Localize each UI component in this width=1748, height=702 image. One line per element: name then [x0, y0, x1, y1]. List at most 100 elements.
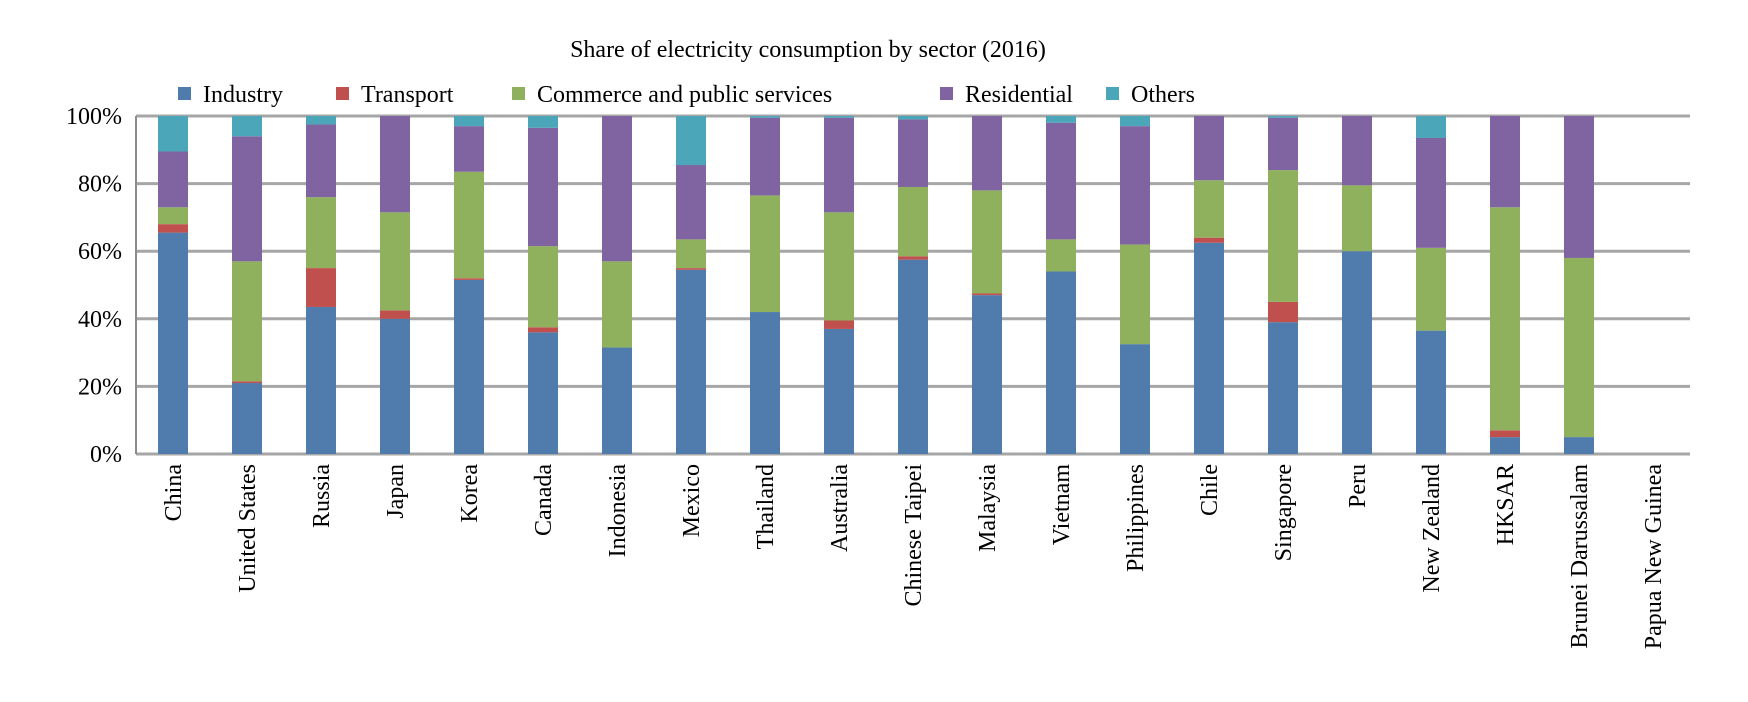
y-tick-label: 100% [66, 104, 122, 130]
bar-segment [1194, 237, 1224, 243]
bar-segment [824, 116, 854, 118]
bar-segment [898, 119, 928, 187]
bar-segment [380, 116, 410, 213]
bar-segment [232, 381, 262, 384]
bar-segment [1416, 116, 1446, 138]
bar-segment [1564, 257, 1594, 438]
bar-segment [898, 186, 928, 257]
bar-segment [1268, 322, 1298, 454]
x-tick-label: Brunei Darussalam [1567, 464, 1593, 649]
bar-segment [898, 256, 928, 260]
x-tick-label: Singapore [1271, 464, 1297, 561]
x-tick-label: Indonesia [605, 464, 631, 558]
bar-segment [1046, 239, 1076, 272]
bar-segment [898, 116, 928, 120]
bar-segment [898, 259, 928, 454]
bar-segment [380, 318, 410, 454]
y-tick-label: 20% [78, 374, 122, 400]
bar-segment [306, 116, 336, 125]
bar-segment [1120, 244, 1150, 345]
bar-segment [676, 269, 706, 454]
x-tick-label: Japan [383, 464, 409, 519]
bar-segment [1268, 117, 1298, 171]
bar-segment [1564, 437, 1594, 454]
legend-swatch [178, 87, 191, 100]
bar-segment [232, 383, 262, 454]
bar-segment [676, 116, 706, 166]
bar-segment [158, 224, 188, 233]
bar-segment [676, 268, 706, 270]
bar-segment [232, 116, 262, 137]
x-tick-label: Peru [1345, 464, 1371, 508]
bar-segment [158, 232, 188, 454]
bar-segment [1268, 301, 1298, 323]
x-tick-label: Chile [1197, 464, 1223, 516]
bar-segment [824, 117, 854, 213]
bar-segment [602, 261, 632, 348]
bar-segment [1268, 170, 1298, 302]
bar-segment [232, 261, 262, 382]
bar-segment [1490, 437, 1520, 454]
legend-swatch [940, 87, 953, 100]
bar-segment [528, 327, 558, 333]
x-tick-label: Canada [531, 464, 557, 536]
bar-segment [750, 195, 780, 313]
y-tick-label: 60% [78, 239, 122, 265]
x-tick-label: HKSAR [1493, 464, 1519, 545]
bar-segment [232, 136, 262, 262]
bar-segment [602, 116, 632, 262]
bar-segment [528, 127, 558, 247]
bar-segment [1046, 122, 1076, 240]
bar-segment [1194, 242, 1224, 454]
y-tick-label: 80% [78, 172, 122, 198]
y-tick-label: 40% [78, 307, 122, 333]
legend-label: Industry [203, 82, 283, 108]
bar-segment [158, 207, 188, 225]
x-tick-label: Philippines [1123, 464, 1149, 572]
bar-segment [750, 312, 780, 454]
bar-segment [306, 268, 336, 307]
bars [158, 116, 1594, 454]
bar-segment [158, 116, 188, 152]
bar-segment [528, 332, 558, 454]
bar-segment [454, 171, 484, 279]
legend-label: Transport [361, 82, 454, 108]
bar-segment [972, 293, 1002, 296]
x-tick-label: Malaysia [975, 464, 1001, 552]
bar-segment [454, 116, 484, 127]
x-tick-label: Thailand [753, 464, 779, 549]
bar-segment [306, 124, 336, 198]
x-tick-label: Korea [457, 464, 483, 523]
bar-segment [454, 278, 484, 280]
bar-segment [1490, 116, 1520, 208]
bar-segment [1120, 116, 1150, 127]
bar-segment [750, 117, 780, 196]
chart-title: Share of electricity consumption by sect… [570, 37, 1046, 63]
bar-segment [1564, 116, 1594, 258]
bar-segment [750, 116, 780, 118]
bar-segment [306, 306, 336, 454]
bar-segment [1194, 116, 1224, 181]
legend-swatch [1106, 87, 1119, 100]
bar-segment [1416, 137, 1446, 248]
bar-segment [380, 212, 410, 311]
x-tick-label: Australia [827, 464, 853, 552]
bar-segment [1416, 330, 1446, 454]
bar-segment [602, 347, 632, 454]
legend-label: Others [1131, 82, 1195, 108]
bar-segment [1120, 344, 1150, 454]
bar-segment [528, 246, 558, 328]
bar-segment [824, 320, 854, 329]
x-tick-label: Vietnam [1049, 464, 1075, 546]
bar-segment [1342, 116, 1372, 186]
bar-segment [1046, 271, 1076, 454]
bar-segment [528, 116, 558, 128]
bar-segment [676, 165, 706, 240]
x-tick-label: Chinese Taipei [901, 464, 927, 607]
legend-swatch [336, 87, 349, 100]
x-tick-label: New Zealand [1419, 464, 1445, 593]
x-tick-label: Mexico [679, 464, 705, 537]
bar-segment [1490, 430, 1520, 438]
bar-segment [972, 190, 1002, 294]
